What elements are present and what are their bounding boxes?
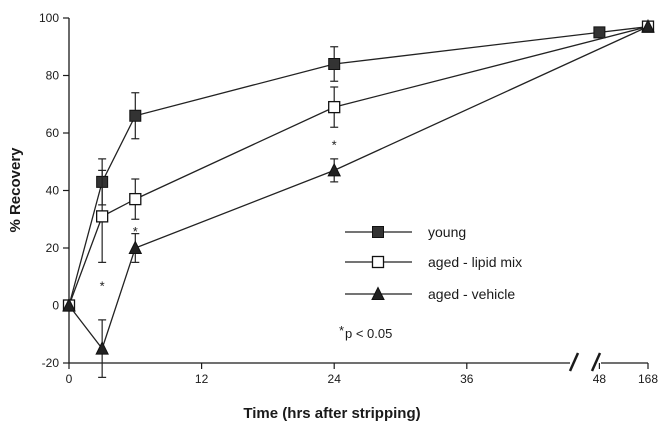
x-tick-label: 24 xyxy=(328,372,342,386)
axes xyxy=(68,18,648,372)
y-tick-label: 100 xyxy=(39,11,59,25)
legend-marker xyxy=(371,255,385,269)
data-point xyxy=(641,19,655,33)
data-point xyxy=(129,109,142,122)
significance-mark: * xyxy=(133,224,138,239)
y-tick-label: 80 xyxy=(46,69,60,83)
data-point xyxy=(328,100,341,114)
significance-note: * p < 0.05 xyxy=(339,323,392,341)
legend-label: aged - lipid mix xyxy=(428,254,522,270)
axis-break-mark xyxy=(568,352,580,372)
y-tick-label: 60 xyxy=(46,126,60,140)
series-line xyxy=(68,26,649,350)
x-tick-label: 12 xyxy=(195,372,209,386)
series-layer xyxy=(62,19,655,378)
data-point xyxy=(62,297,76,312)
data-point xyxy=(96,210,109,223)
legend-item: aged - vehicle xyxy=(345,286,515,302)
significance-mark: * xyxy=(100,278,105,293)
data-point xyxy=(328,58,341,70)
legend-label: aged - vehicle xyxy=(428,286,515,302)
x-tick-label: 48 xyxy=(593,372,607,386)
data-point xyxy=(327,162,342,177)
ticks: -20 0 20 40 60 80 100 0 12 24 36 48 168 xyxy=(39,11,658,386)
legend-item: aged - lipid mix xyxy=(345,254,522,270)
significance-mark: * xyxy=(332,138,337,153)
x-tick-label: 0 xyxy=(66,372,73,386)
data-point xyxy=(128,240,143,254)
series-line xyxy=(68,25,649,306)
data-point xyxy=(593,26,606,39)
y-tick-label: -20 xyxy=(42,356,60,370)
data-point xyxy=(95,341,109,355)
legend-label: young xyxy=(428,224,466,240)
significance-star: * xyxy=(339,323,344,338)
x-axis-title: Time (hrs after stripping) xyxy=(243,405,420,422)
axis-break-mark xyxy=(590,352,602,372)
series-line xyxy=(68,25,649,306)
significance-text: p < 0.05 xyxy=(345,326,392,341)
legend: young aged - lipid mix aged - vehicle xyxy=(345,224,522,302)
x-tick-label: 168 xyxy=(638,372,658,386)
series-aged-vehicle xyxy=(62,19,655,378)
y-tick-label: 20 xyxy=(46,241,60,255)
significance-marks: * * * xyxy=(100,138,337,294)
data-point xyxy=(129,192,142,206)
y-tick-label: 0 xyxy=(52,299,59,313)
x-tick-label: 36 xyxy=(460,372,474,386)
y-tick-label: 40 xyxy=(46,184,60,198)
legend-item: young xyxy=(345,224,466,240)
legend-marker xyxy=(371,286,385,300)
legend-marker xyxy=(372,226,384,238)
y-axis-title: % Recovery xyxy=(7,147,24,233)
